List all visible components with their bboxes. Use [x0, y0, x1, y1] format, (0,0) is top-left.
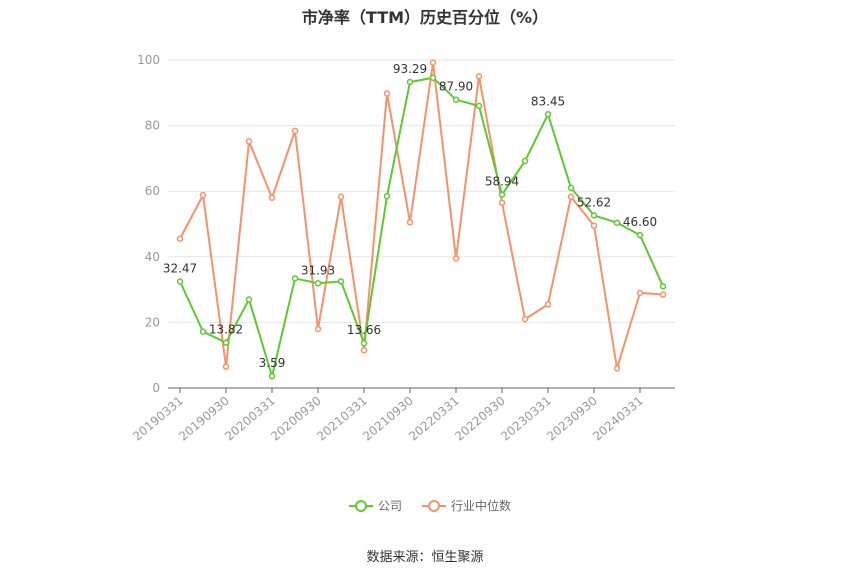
data-point — [314, 280, 322, 287]
data-label: 13.66 — [347, 323, 381, 337]
data-point — [176, 235, 184, 243]
data-point — [360, 347, 368, 354]
data-point — [613, 219, 621, 226]
y-tick-label: 40 — [145, 250, 160, 264]
data-point — [452, 96, 460, 103]
x-tick-label: 20200331 — [222, 394, 278, 444]
data-point — [176, 278, 184, 285]
legend-marker — [428, 500, 440, 512]
legend-marker — [355, 500, 367, 512]
data-point — [199, 328, 207, 335]
data-point — [498, 191, 506, 198]
series-line-行业中位数 — [179, 61, 664, 370]
x-tick-label: 20210331 — [314, 394, 370, 444]
data-label: 83.45 — [531, 94, 565, 108]
data-point — [498, 199, 506, 206]
data-point — [521, 315, 529, 323]
y-tick-label: 0 — [152, 381, 160, 395]
data-point — [337, 278, 345, 285]
x-tick-label: 20190930 — [176, 394, 232, 444]
data-label: 32.47 — [163, 261, 197, 275]
series-group — [176, 59, 667, 380]
data-point — [567, 184, 575, 192]
data-point — [222, 339, 230, 346]
data-point — [636, 231, 644, 239]
data-point — [383, 90, 391, 97]
data-point — [291, 275, 299, 282]
y-tick-label: 60 — [145, 184, 160, 198]
data-point — [475, 102, 483, 110]
chart-title: 市净率（TTM）历史百分位（%） — [301, 8, 549, 27]
data-point — [406, 219, 414, 226]
legend-label[interactable]: 行业中位数 — [451, 498, 511, 513]
data-point — [245, 296, 253, 303]
data-label: 3.59 — [259, 356, 286, 370]
data-point — [360, 339, 368, 347]
data-point — [199, 191, 207, 199]
data-label: 13.82 — [209, 323, 243, 337]
data-point — [544, 301, 552, 308]
data-point — [544, 111, 552, 118]
x-tick-label: 20230930 — [544, 394, 600, 444]
data-label: 87.90 — [439, 80, 473, 94]
data-point — [245, 138, 253, 145]
data-point — [337, 193, 345, 201]
data-labels: 32.47 13.82 3.59 31.93 13.66 93.29 87.90 58.94 8… — [163, 62, 657, 370]
data-label: 46.60 — [623, 215, 657, 229]
data-point — [567, 193, 575, 201]
data-point — [268, 372, 276, 380]
data-point — [429, 59, 437, 66]
y-tick-label: 100 — [137, 53, 160, 67]
x-tick-label: 20220331 — [406, 394, 462, 444]
x-tick-label: 20210930 — [360, 394, 416, 444]
data-point — [590, 222, 598, 229]
data-point — [291, 127, 299, 135]
x-axis: 2019033120190930202003312020093020210331… — [130, 387, 675, 444]
data-point — [452, 255, 460, 262]
y-tick-label: 80 — [145, 119, 160, 133]
data-point — [406, 78, 414, 86]
data-point — [429, 74, 437, 81]
x-tick-label: 20190331 — [130, 394, 186, 444]
x-tick-label: 20240331 — [590, 394, 646, 444]
x-tick-label: 20220930 — [452, 394, 508, 444]
data-point — [314, 325, 322, 333]
data-point — [613, 365, 621, 372]
data-point — [521, 157, 529, 165]
y-tick-label: 20 — [145, 315, 160, 329]
y-axis-ticks: 0 20 40 60 80 100 — [137, 53, 160, 395]
data-point — [475, 73, 483, 80]
data-label: 58.94 — [485, 175, 519, 189]
x-tick-label: 20200930 — [268, 394, 324, 444]
legend: 公司 行业中位数 — [349, 498, 511, 513]
legend-label[interactable]: 公司 — [378, 499, 402, 513]
grid-lines — [168, 59, 675, 323]
data-source: 数据来源：恒生聚源 — [366, 550, 484, 565]
data-label: 31.93 — [301, 263, 335, 277]
series-line-公司 — [179, 76, 664, 378]
data-point — [659, 283, 667, 290]
data-point — [383, 192, 391, 200]
data-point — [222, 363, 230, 370]
data-point — [636, 289, 644, 297]
x-tick-label: 20230331 — [498, 394, 554, 444]
data-point — [268, 194, 276, 202]
data-point — [659, 291, 667, 298]
data-point — [590, 212, 598, 219]
data-label: 93.29 — [393, 62, 427, 76]
data-label: 52.62 — [577, 195, 611, 209]
